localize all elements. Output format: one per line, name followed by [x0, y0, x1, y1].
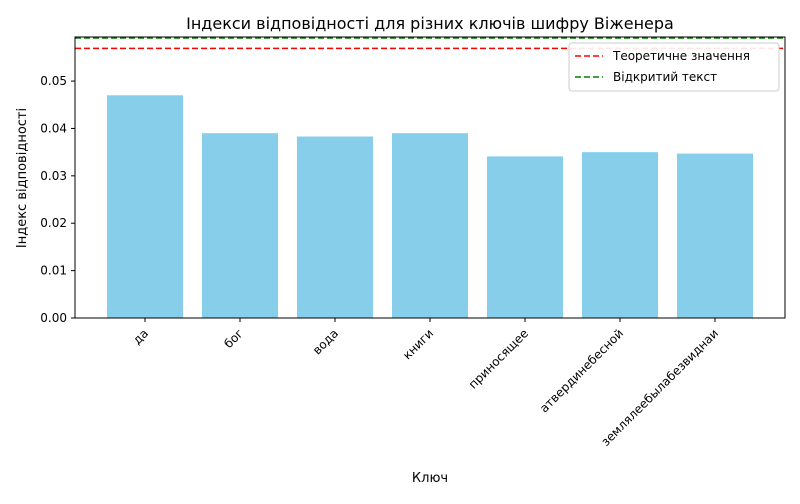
bar-5 — [487, 156, 563, 318]
x-tick-label-4: книги — [400, 326, 436, 362]
y-tick-label-1: 0.00 — [40, 311, 67, 325]
x-axis: да бог вода книги приносящее атвердинебеснойз… — [130, 318, 721, 449]
x-tick-label-2: бог — [221, 326, 246, 351]
x-tick-label-6: атвердинебесной — [537, 326, 626, 415]
x-tick-label-1: да — [130, 326, 151, 347]
y-tick-label-6: 0.05 — [40, 74, 67, 88]
y-tick-label-3: 0.02 — [40, 216, 67, 230]
y-tick-label-2: 0.01 — [40, 264, 67, 278]
chart-title: Індекси відповідності для різних ключів … — [186, 14, 674, 33]
bar-7 — [677, 153, 753, 318]
bar-3 — [297, 136, 373, 318]
bar-1 — [107, 95, 183, 318]
legend-label-2: Відкритий текст — [613, 70, 717, 84]
y-axis: 0.00 0.01 0.02 0.03 0.04 0.05 — [40, 74, 75, 325]
legend-box — [568, 42, 780, 92]
x-tick-label-3: вода — [310, 326, 341, 357]
y-tick-label-5: 0.04 — [40, 121, 67, 135]
y-tick-label-4: 0.03 — [40, 169, 67, 183]
plot-frame — [74, 36, 786, 319]
x-tick-label-5: приносящее — [466, 326, 531, 391]
bars-layer — [107, 95, 753, 318]
bar-6 — [582, 152, 658, 318]
bar-2 — [202, 133, 278, 318]
bar-4 — [392, 133, 468, 318]
x-axis-label: Ключ — [412, 471, 448, 486]
legend: Теоретичне значення Відкритий текст — [568, 42, 780, 92]
legend-label-1: Теоретичне значення — [612, 49, 750, 63]
reference-lines-layer — [75, 37, 785, 50]
y-axis-label: Індекс відповідності — [15, 108, 30, 248]
